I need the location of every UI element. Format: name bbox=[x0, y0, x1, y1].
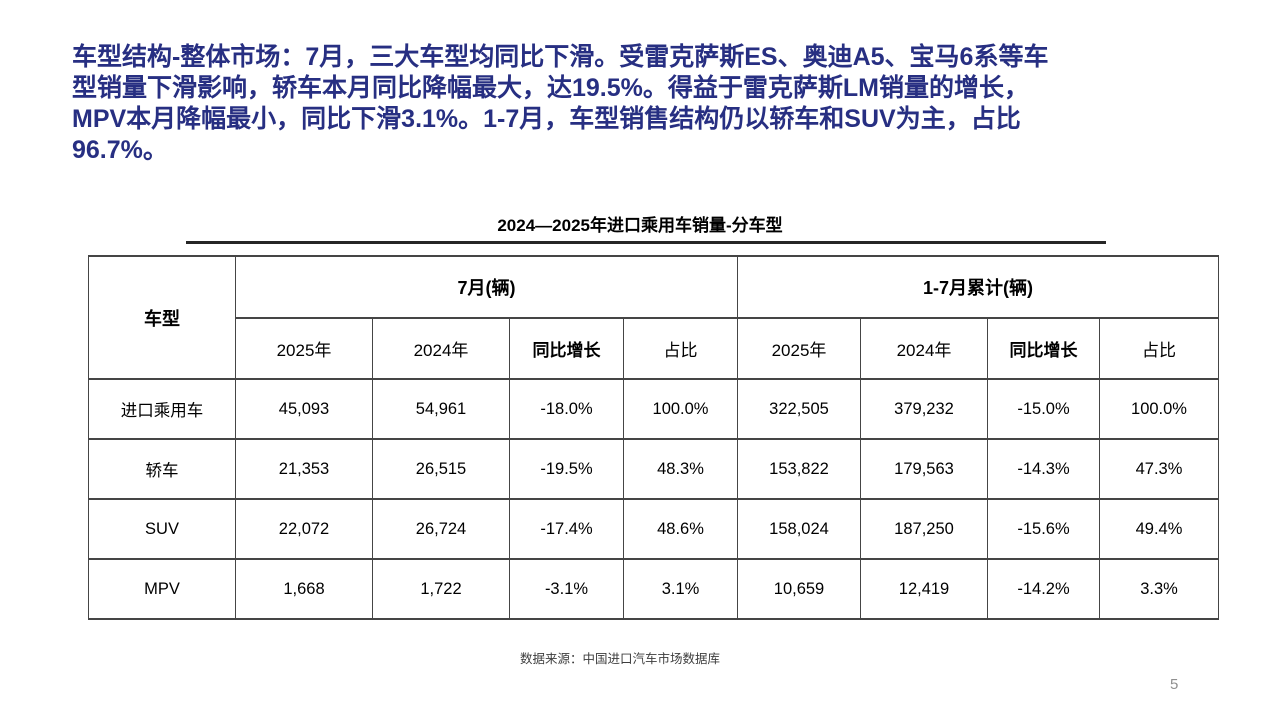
heading-line-3: MPV本月降幅最小，同比下滑3.1%。1-7月，车型销售结构仍以轿车和SUV为主… bbox=[72, 105, 1021, 133]
cell-mpv-july-2024: 1,722 bbox=[372, 558, 510, 620]
header-row-groups: 车型 7月(辆) 1-7月累计(辆) bbox=[88, 255, 1220, 380]
row-label-sedan: 轿车 bbox=[88, 438, 236, 500]
cell-total-ytd-2024: 379,232 bbox=[860, 378, 988, 440]
cell-total-july-yoy: -18.0% bbox=[509, 378, 624, 440]
cell-suv-july-share: 48.6% bbox=[623, 498, 738, 560]
cell-sedan-ytd-share: 47.3% bbox=[1098, 438, 1220, 500]
heading-line-4: 96.7%。 bbox=[72, 136, 168, 164]
cell-sedan-ytd-yoy: -14.3% bbox=[987, 438, 1100, 500]
heading-line-2: 型销量下滑影响，轿车本月同比降幅最大，达19.5%。得益于雷克萨斯LM销量的增长… bbox=[72, 74, 1029, 102]
cell-mpv-ytd-share: 3.3% bbox=[1098, 558, 1220, 620]
col-header-july-2025: 2025年 bbox=[235, 317, 373, 380]
header-row-subcolumns: 2025年 2024年 同比增长 占比 2025年 2024年 同比增长 占比 bbox=[89, 317, 1220, 380]
cell-total-ytd-share: 100.0% bbox=[1098, 378, 1220, 440]
cell-sedan-july-share: 48.3% bbox=[623, 438, 738, 500]
table-row-sedan: 轿车 21,353 26,515 -19.5% 48.3% 153,822 17… bbox=[88, 438, 1220, 500]
cell-suv-ytd-yoy: -15.6% bbox=[987, 498, 1100, 560]
cell-sedan-ytd-2025: 153,822 bbox=[737, 438, 861, 500]
cell-suv-july-2025: 22,072 bbox=[235, 498, 373, 560]
cell-suv-ytd-2025: 158,024 bbox=[737, 498, 861, 560]
table-row-suv: SUV 22,072 26,724 -17.4% 48.6% 158,024 1… bbox=[88, 498, 1220, 560]
row-label-total: 进口乘用车 bbox=[88, 378, 236, 440]
page-number: 5 bbox=[1170, 676, 1179, 693]
row-label-mpv: MPV bbox=[88, 558, 236, 620]
cell-total-ytd-yoy: -15.0% bbox=[987, 378, 1100, 440]
col-header-july-yoy: 同比增长 bbox=[509, 317, 624, 380]
cell-mpv-july-2025: 1,668 bbox=[235, 558, 373, 620]
table-row-mpv: MPV 1,668 1,722 -3.1% 3.1% 10,659 12,419… bbox=[88, 558, 1220, 620]
col-header-ytd-share: 占比 bbox=[1098, 317, 1220, 380]
cell-sedan-ytd-2024: 179,563 bbox=[860, 438, 988, 500]
col-header-ytd-yoy: 同比增长 bbox=[987, 317, 1100, 380]
heading-line-1: 车型结构-整体市场：7月，三大车型均同比下滑。受雷克萨斯ES、奥迪A5、宝马6系… bbox=[72, 43, 1049, 71]
cell-sedan-july-2024: 26,515 bbox=[372, 438, 510, 500]
data-source-note: 数据来源：中国进口汽车市场数据库 bbox=[519, 652, 720, 666]
table-title: 2024—2025年进口乘用车销量-分车型 bbox=[497, 216, 783, 235]
cell-total-ytd-2025: 322,505 bbox=[737, 378, 861, 440]
cell-suv-ytd-share: 49.4% bbox=[1098, 498, 1220, 560]
cell-sedan-july-yoy: -19.5% bbox=[509, 438, 624, 500]
cell-suv-july-yoy: -17.4% bbox=[509, 498, 624, 560]
cell-suv-july-2024: 26,724 bbox=[372, 498, 510, 560]
slide-heading: 车型结构-整体市场：7月，三大车型均同比下滑。受雷克萨斯ES、奥迪A5、宝马6系… bbox=[72, 42, 1202, 166]
col-header-vehicle-type: 车型 bbox=[88, 255, 236, 380]
cell-mpv-ytd-yoy: -14.2% bbox=[987, 558, 1100, 620]
col-header-july-2024: 2024年 bbox=[372, 317, 510, 380]
sales-table: 车型 7月(辆) 1-7月累计(辆) 2025年 2024年 同比增长 占比 2… bbox=[88, 255, 1220, 620]
cell-total-july-2024: 54,961 bbox=[372, 378, 510, 440]
col-header-ytd-2025: 2025年 bbox=[737, 317, 861, 380]
cell-mpv-ytd-2025: 10,659 bbox=[737, 558, 861, 620]
cell-sedan-july-2025: 21,353 bbox=[235, 438, 373, 500]
col-header-ytd-2024: 2024年 bbox=[860, 317, 988, 380]
cell-total-july-share: 100.0% bbox=[623, 378, 738, 440]
cell-suv-ytd-2024: 187,250 bbox=[860, 498, 988, 560]
col-group-ytd: 1-7月累计(辆) bbox=[736, 255, 1220, 319]
table-row-total: 进口乘用车 45,093 54,961 -18.0% 100.0% 322,50… bbox=[88, 378, 1220, 440]
col-header-july-share: 占比 bbox=[623, 317, 738, 380]
row-label-suv: SUV bbox=[88, 498, 236, 560]
cell-total-july-2025: 45,093 bbox=[235, 378, 373, 440]
cell-mpv-july-share: 3.1% bbox=[623, 558, 738, 620]
cell-mpv-ytd-2024: 12,419 bbox=[860, 558, 988, 620]
cell-mpv-july-yoy: -3.1% bbox=[509, 558, 624, 620]
title-underline bbox=[186, 241, 1106, 244]
col-group-july: 7月(辆) bbox=[235, 255, 738, 319]
